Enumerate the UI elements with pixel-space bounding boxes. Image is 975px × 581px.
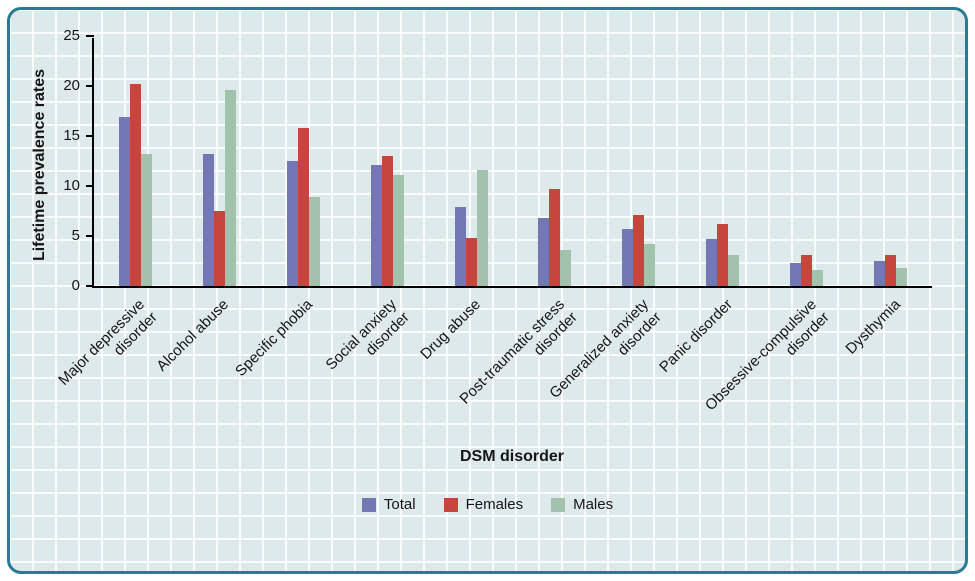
bar-group [764,38,848,286]
y-tick-mark [86,235,94,237]
chart-frame: Lifetime prevalence rates 0 5 10 15 20 25 Maj… [7,7,968,574]
bar-males [560,250,572,286]
legend-swatch-females [443,497,458,512]
bar-males [476,170,488,286]
bar-males [727,255,739,286]
bar-groups [94,38,932,286]
bar-group [94,38,178,286]
bar-total [119,117,131,286]
legend-swatch-males [551,497,566,512]
bar-total [873,261,885,286]
bar-total [454,207,466,286]
bar-total [622,229,634,286]
bar-females [716,224,728,286]
bar-total [705,239,717,286]
legend-label: Males [573,496,614,513]
bar-males [225,90,237,286]
legend-item-total: Total [361,496,416,513]
legend-label: Females [465,496,524,513]
bar-females [465,238,477,286]
bar-males [811,270,823,286]
bar-group [262,38,346,286]
bar-females [297,128,309,286]
y-tick-mark [86,35,94,37]
bar-group [345,38,429,286]
bar-group [178,38,262,286]
legend-label: Total [383,496,416,513]
y-tick-mark [86,185,94,187]
y-tick-label: 10 [63,177,80,194]
y-tick-mark [86,135,94,137]
bar-group [848,38,932,286]
bar-total [286,161,298,286]
y-tick-label: 15 [63,127,80,144]
y-tick-mark [86,285,94,287]
bar-females [214,211,226,286]
bar-males [392,175,404,286]
y-tick-label: 20 [63,77,80,94]
y-tick-label: 5 [71,227,80,244]
bar-males [308,197,320,286]
bar-females [381,156,393,286]
bar-females [130,84,142,286]
bar-group [429,38,513,286]
bar-males [895,268,907,286]
legend-swatch-total [361,497,376,512]
bar-females [800,255,812,286]
bar-females [633,215,645,286]
legend-item-females: Females [443,496,524,513]
bar-total [789,263,801,286]
bar-males [644,244,656,286]
legend-item-males: Males [551,496,613,513]
bar-females [549,189,561,286]
bar-group [513,38,597,286]
x-axis-title: DSM disorder [459,448,564,465]
plot-area: 0 5 10 15 20 25 Major depressive disorder Alco… [55,27,932,414]
bar-males [141,154,153,286]
bar-group [681,38,765,286]
y-tick-label: 0 [71,277,80,294]
bar-females [884,255,896,286]
y-axis-ticks: 0 5 10 15 20 25 [46,27,94,294]
bar-group [597,38,681,286]
y-tick-label: 25 [63,27,80,44]
bar-total [370,165,382,286]
y-tick-mark [86,85,94,87]
bar-total [538,218,550,286]
bar-total [203,154,215,286]
legend: Total Females Males [10,496,965,513]
